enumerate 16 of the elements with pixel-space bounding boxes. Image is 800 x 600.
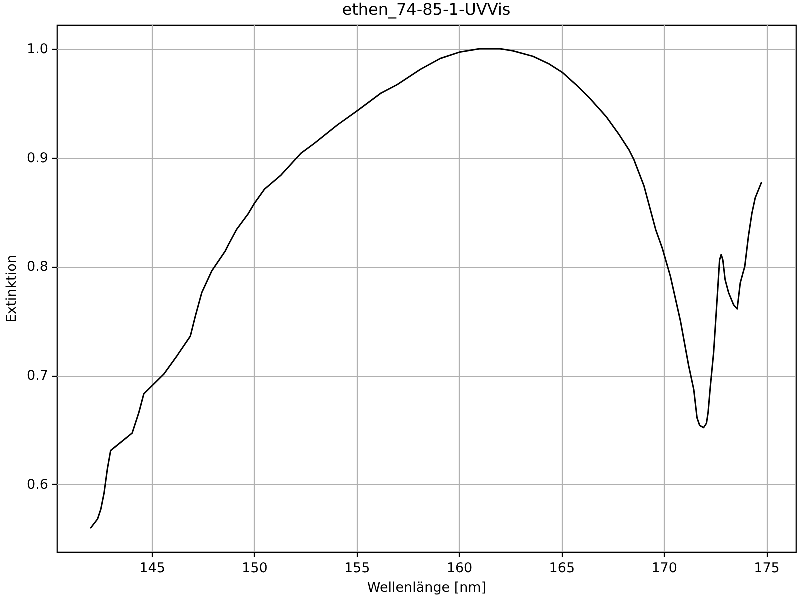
x-tick-label: 155 [344, 560, 370, 576]
y-tick-label: 1.0 [27, 41, 48, 58]
y-tick-label: 0.6 [27, 476, 48, 493]
y-tick-label: 0.9 [27, 150, 48, 166]
chart-title: ethen_74-85-1-UVVis [342, 0, 511, 19]
y-tick-label: 0.8 [27, 259, 48, 276]
x-tick-label: 150 [242, 560, 268, 576]
x-tick-label: 175 [754, 560, 780, 576]
y-tick-label: 0.7 [27, 368, 48, 384]
line-series [90, 48, 762, 529]
x-tick-label: 145 [140, 560, 166, 576]
x-tick-label: 160 [446, 560, 473, 576]
x-axis-title: Wellenlänge [nm] [367, 580, 487, 596]
x-tick-label: 165 [549, 560, 576, 576]
x-tick-label: 170 [652, 560, 678, 576]
y-axis-title: Extinktion [4, 255, 20, 323]
